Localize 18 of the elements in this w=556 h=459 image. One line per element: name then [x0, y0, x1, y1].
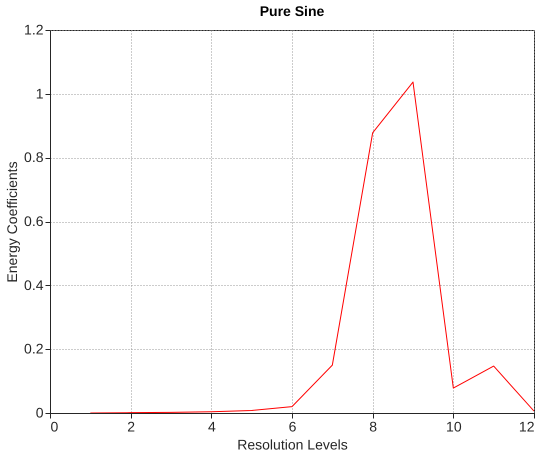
y-tick-label: 0.8: [24, 149, 44, 166]
y-tick-label: 0.6: [24, 213, 44, 229]
y-tick-label: 0: [36, 404, 44, 420]
y-tick-label: 0.4: [24, 276, 44, 293]
y-tick-label: 0.2: [24, 340, 44, 357]
chart-title: Pure Sine: [260, 3, 324, 19]
x-tick-label: 0: [50, 418, 58, 434]
y-axis-title: Energy Coefficients: [4, 161, 20, 283]
x-tick-label: 2: [127, 418, 136, 434]
x-tick-label: 10: [446, 418, 462, 434]
x-axis-title: Resolution Levels: [237, 436, 348, 452]
x-tick-label: 8: [369, 418, 378, 434]
x-tick-label: 6: [288, 418, 297, 434]
line-series: [90, 82, 534, 413]
x-tick-label: 4: [208, 418, 216, 434]
y-tick-label: 1.2: [24, 22, 44, 38]
y-tick-label: 1: [36, 85, 44, 102]
x-tick-label: 12: [518, 418, 535, 434]
